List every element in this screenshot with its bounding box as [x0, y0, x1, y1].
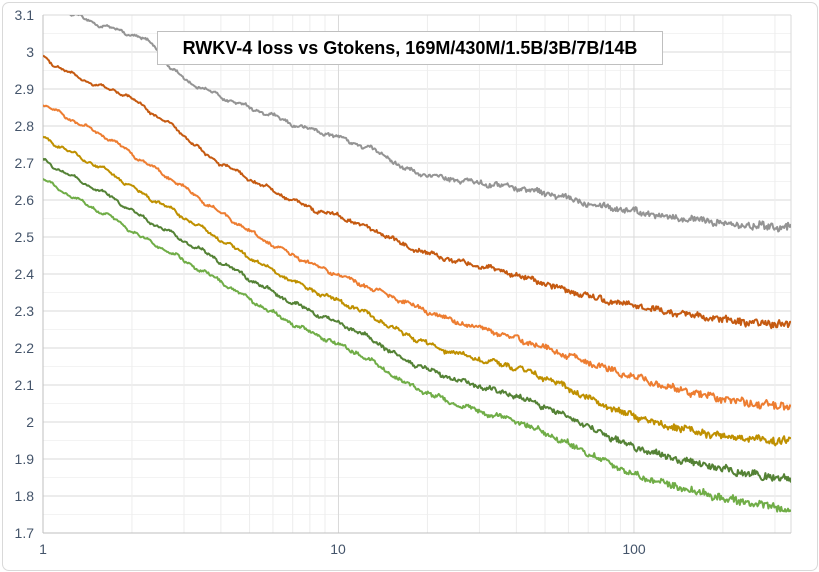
y-axis-tick-label: 3 — [26, 44, 34, 60]
y-axis-tick-label: 1.9 — [14, 451, 34, 467]
series-line-7B — [43, 157, 791, 483]
y-axis-tick-label: 2.7 — [14, 155, 34, 171]
y-axis-tick-label: 1.8 — [14, 488, 34, 504]
series-line-1.5B — [43, 104, 791, 411]
y-axis-tick-label: 2.9 — [14, 81, 34, 97]
series-line-430M — [43, 54, 791, 330]
y-axis-tick-label: 2.8 — [14, 118, 34, 134]
chart-title-box: RWKV-4 loss vs Gtokens, 169M/430M/1.5B/3… — [157, 31, 663, 65]
y-axis-tick-label: 2 — [26, 414, 34, 430]
x-axis-tick-label: 100 — [622, 541, 646, 557]
series-line-14B — [43, 178, 791, 513]
series-line-3B — [43, 135, 791, 447]
y-axis-tick-label: 3.1 — [14, 7, 34, 23]
y-axis-tick-label: 2.3 — [14, 303, 34, 319]
y-axis-tick-label: 1.7 — [14, 525, 34, 541]
x-axis-tick-label: 10 — [330, 541, 346, 557]
y-axis-tick-label: 2.1 — [14, 377, 34, 393]
series-line-169M — [69, 15, 791, 233]
y-axis-tick-label: 2.2 — [14, 340, 34, 356]
y-axis-tick-label: 2.4 — [14, 266, 34, 282]
y-axis-tick-label: 2.6 — [14, 192, 34, 208]
chart-title-text: RWKV-4 loss vs Gtokens, 169M/430M/1.5B/3… — [182, 37, 638, 58]
y-axis-tick-label: 2.5 — [14, 229, 34, 245]
x-axis-tick-label: 1 — [39, 541, 47, 557]
